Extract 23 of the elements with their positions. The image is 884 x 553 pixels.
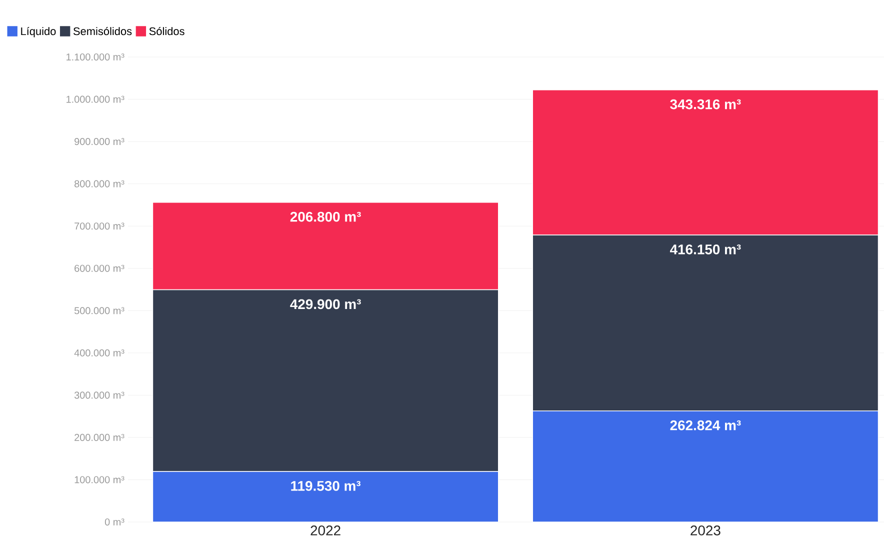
data-label: 416.150 m³ [670,244,741,254]
y-tick-label: 600.000 m³ [74,264,124,272]
data-label: 206.800 m³ [290,212,361,222]
x-tick-label: 2022 [310,526,340,536]
x-tick-label: 2023 [690,526,720,536]
legend-label: Líquido [21,26,56,38]
legend-label: Semisólidos [73,26,132,36]
data-label: 343.316 m³ [670,99,741,110]
y-tick-label: 1.100.000 m³ [66,53,124,61]
y-tick-label: 0 m³ [104,518,124,526]
y-tick-label: 900.000 m³ [74,138,124,146]
y-tick-label: 700.000 m³ [74,222,124,230]
y-tick-label: 100.000 m³ [74,476,124,484]
y-tick-label: 1.000.000 m³ [66,96,124,103]
y-tick-label: 800.000 m³ [74,180,124,188]
y-tick-label: 400.000 m³ [74,349,124,356]
y-tick-label: 500.000 m³ [74,307,124,314]
data-label: 429.900 m³ [290,299,361,310]
legend-label: Sólidos [149,26,184,36]
y-tick-label: 200.000 m³ [74,434,124,441]
y-tick-label: 300.000 m³ [74,392,124,399]
data-label: 119.530 m³ [291,480,361,491]
data-label: 262.824 m³ [670,420,741,430]
